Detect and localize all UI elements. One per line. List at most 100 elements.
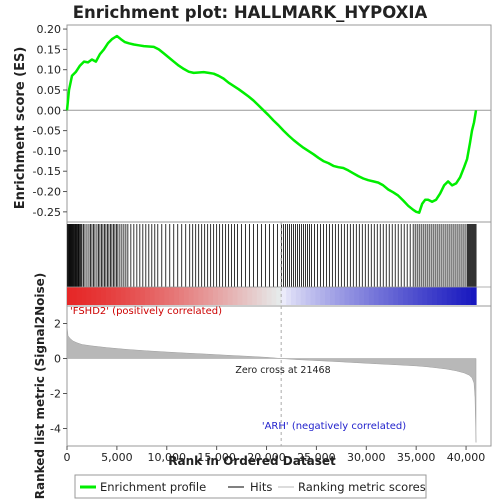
- heatmap-cell: [354, 287, 360, 305]
- heatmap-cell: [217, 287, 224, 305]
- heatmap-cell: [417, 287, 424, 305]
- heatmap-cell: [466, 287, 472, 305]
- heatmap-cell: [247, 287, 253, 305]
- heatmap-cell: [198, 287, 204, 305]
- x-tick-label: 5,000: [101, 451, 133, 464]
- rank-y-axis-label: Ranked list metric (Signal2Noise): [33, 273, 47, 500]
- heatmap-cell: [256, 287, 263, 305]
- heatmap-cell: [266, 287, 273, 305]
- es-y-tick-label: 0.10: [37, 64, 62, 77]
- enrichment-profile-line: [65, 34, 478, 214]
- heatmap-cell: [120, 287, 127, 305]
- heatmap-cell: [461, 287, 467, 305]
- heatmap-cell: [300, 287, 307, 305]
- chart-title: Enrichment plot: HALLMARK_HYPOXIA: [73, 3, 428, 22]
- heatmap-cell: [174, 287, 180, 305]
- heatmap-cell: [154, 287, 161, 305]
- heatmap-cell: [164, 287, 170, 305]
- heatmap-cell: [276, 287, 282, 305]
- heatmap-cell: [105, 287, 112, 305]
- heatmap-cell: [91, 287, 97, 305]
- neg-correlated-label: 'ARH' (negatively correlated): [262, 421, 406, 432]
- hit-marks: [67, 224, 477, 287]
- heatmap-cell: [471, 287, 477, 305]
- x-tick-label: 35,000: [397, 451, 436, 464]
- legend-enrichment-label: Enrichment profile: [100, 480, 206, 494]
- heatmap-cell: [96, 287, 102, 305]
- heatmap-cell: [71, 287, 78, 305]
- heatmap-cell: [86, 287, 92, 305]
- rank-y-tick-label: -4: [50, 423, 61, 436]
- rank-y-tick-label: -2: [50, 388, 61, 401]
- heatmap-cell: [383, 287, 389, 305]
- legend-ranking-label: Ranking metric scores: [298, 480, 426, 494]
- heatmap-cell: [364, 287, 370, 305]
- es-panel-frame: [66, 24, 492, 223]
- heatmap-cell: [290, 287, 297, 305]
- heatmap-cell: [378, 287, 385, 305]
- rank-y-tick-label: 2: [54, 318, 61, 331]
- heatmap-cell: [310, 287, 316, 305]
- x-tick-label: 0: [64, 451, 71, 464]
- heatmap-cell: [125, 287, 131, 305]
- heatmap-cell: [183, 287, 190, 305]
- heatmap-cell: [407, 287, 414, 305]
- es-y-tick-label: -0.25: [33, 206, 61, 219]
- es-y-tick-label: -0.10: [33, 145, 61, 158]
- es-y-tick-label: 0.00: [37, 104, 62, 117]
- heatmap-cell: [242, 287, 248, 305]
- heatmap-cell: [325, 287, 331, 305]
- heatmap-cell: [149, 287, 156, 305]
- heatmap-cell: [67, 287, 73, 305]
- heatmap-cell: [373, 287, 380, 305]
- heatmap-cell: [144, 287, 151, 305]
- heatmap-cell: [359, 287, 365, 305]
- heatmap-cell: [261, 287, 268, 305]
- heatmap-cell: [451, 287, 458, 305]
- x-axis-label: Rank in Ordered Dataset: [168, 454, 336, 468]
- es-y-tick-label: 0.20: [37, 23, 62, 36]
- heatmap-cell: [412, 287, 419, 305]
- heatmap-cell: [237, 287, 243, 305]
- heatmap-cell: [437, 287, 443, 305]
- heatmap-cell: [140, 287, 146, 305]
- ranking-metric-area: [66, 325, 477, 443]
- heatmap-cell: [315, 287, 321, 305]
- heatmap-cell: [422, 287, 428, 305]
- heatmap-cell: [286, 287, 292, 305]
- heatmap-cell: [281, 287, 287, 305]
- heatmap-cell: [222, 287, 229, 305]
- heatmap-cell: [208, 287, 214, 305]
- heatmap-cell: [441, 287, 448, 305]
- x-tick-label: 10,000: [148, 451, 187, 464]
- es-y-tick-label: -0.15: [33, 165, 61, 178]
- zero-cross-label: Zero cross at 21468: [235, 365, 330, 376]
- es-y-tick-label: -0.20: [33, 186, 61, 199]
- heatmap-cell: [213, 287, 219, 305]
- heatmap-cell: [188, 287, 195, 305]
- heatmap-cell: [101, 287, 107, 305]
- x-axis: 0 5,000 10,000 15,000 20,000 25,000 30,000 35,0…: [64, 446, 485, 464]
- heatmap-cell: [135, 287, 141, 305]
- heatmap-cell: [295, 287, 302, 305]
- heatmap-cell: [81, 287, 88, 305]
- heatmap-cell: [227, 287, 234, 305]
- heatmap-cell: [349, 287, 355, 305]
- heatmap-cell: [393, 287, 399, 305]
- x-tick-label: 15,000: [197, 451, 236, 464]
- heatmap-cell: [432, 287, 438, 305]
- rank-y-tick-label: 0: [54, 353, 61, 366]
- x-tick-label: 25,000: [297, 451, 336, 464]
- heatmap-cell: [193, 287, 200, 305]
- heatmap-cell: [456, 287, 463, 305]
- heatmap-cell: [344, 287, 351, 305]
- heatmap-cell: [130, 287, 136, 305]
- rank-heatmap-bar: [67, 287, 477, 305]
- es-y-tick-label: -0.05: [33, 125, 61, 138]
- heatmap-cell: [271, 287, 277, 305]
- pos-correlated-label: 'FSHD2' (positively correlated): [70, 306, 222, 317]
- rank-y-axis: 2 0 -2 -4: [50, 318, 67, 436]
- es-y-tick-label: 0.05: [37, 84, 62, 97]
- es-y-axis-label: Enrichment score (ES): [13, 47, 28, 210]
